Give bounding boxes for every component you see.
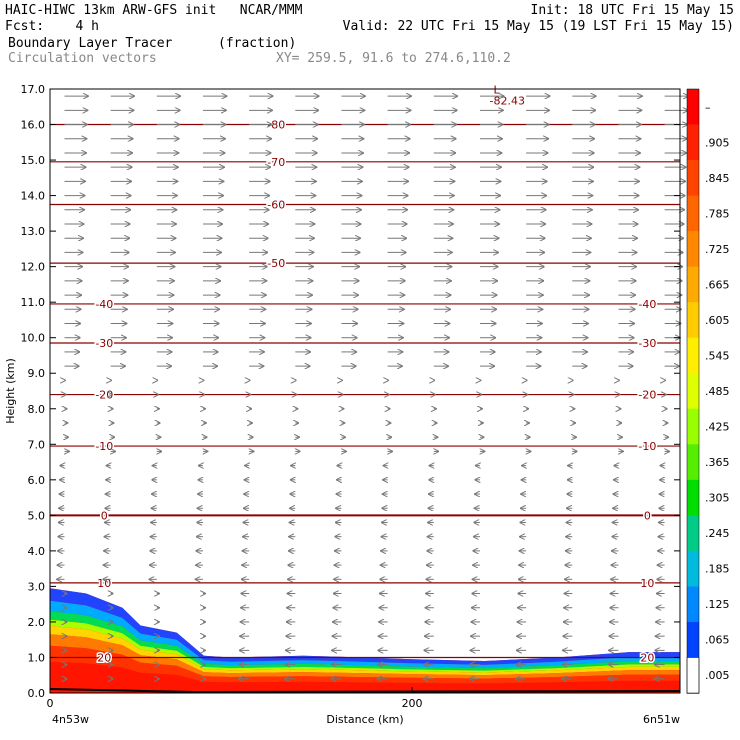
colorbar-label: .425	[705, 421, 730, 434]
y-tick-label: 10.0	[21, 332, 46, 345]
isotherm-label: 20	[640, 651, 654, 664]
y-tick-label: 14.0	[21, 190, 46, 203]
colorbar-label: .905	[705, 136, 730, 149]
colorbar-label: .245	[705, 527, 730, 540]
colorbar-label: .065	[705, 634, 730, 647]
isotherm-lines: -80-70-60-50-40 -40-30 -30-20 -20-10 -100 010…	[50, 84, 680, 666]
colorbar-label: .545	[705, 349, 730, 362]
isotherm-label: 20	[97, 651, 111, 664]
isotherm-label: -10	[638, 440, 656, 453]
y-tick-label: 4.0	[28, 545, 46, 558]
colorbar-swatch	[687, 266, 699, 303]
colorbar-swatch	[687, 337, 699, 374]
y-tick-label: 1.0	[28, 651, 46, 664]
x-axis-label: Distance (km)	[326, 713, 403, 726]
plot-frame	[49, 88, 681, 694]
colorbar-swatch	[687, 550, 699, 587]
colorbar-swatch	[687, 124, 699, 161]
isotherm-label: 0	[101, 509, 108, 522]
colorbar-frame	[686, 88, 700, 694]
header-valid-time: Valid: 22 UTC Fri 15 May 15 (19 LST Fri …	[342, 19, 734, 34]
field-name: Boundary Layer Tracer	[8, 36, 173, 51]
colorbar-label: .785	[705, 207, 730, 220]
y-tick-label: 15.0	[21, 154, 46, 167]
y-tick-label: 5.0	[28, 509, 46, 522]
x-start-label: 4n53w	[52, 713, 89, 726]
x-tick-label: 200	[402, 697, 423, 710]
low-marker-symbol: L	[494, 84, 501, 97]
tracer-field	[49, 588, 681, 694]
colorbar-label: .845	[705, 172, 730, 185]
colorbar-label: .305	[705, 492, 730, 505]
colorbar-swatch	[687, 515, 699, 552]
colorbar-swatch	[687, 621, 699, 658]
y-tick-label: 12.0	[21, 261, 46, 274]
isotherm-label: -40	[638, 298, 656, 311]
isotherm-label: -60	[267, 198, 285, 211]
isotherm-label: -80	[267, 119, 285, 132]
colorbar-label: .125	[705, 598, 730, 611]
tracer-band	[50, 645, 680, 684]
cross-section-coords: XY= 259.5, 91.6 to 274.6,110.2	[276, 51, 511, 66]
y-tick-label: 6.0	[28, 474, 46, 487]
colorbar: – .905 .845 .785 .725 .665 .605 .545 .485 .425 .36…	[686, 88, 730, 694]
isotherm-label: 10	[640, 577, 654, 590]
colorbar-label: .605	[705, 314, 730, 327]
colorbar-label: .665	[705, 278, 730, 291]
colorbar-swatch	[687, 479, 699, 516]
y-tick-label: 2.0	[28, 616, 46, 629]
header-title: HAIC-HIWC 13km ARW-GFS init NCAR/MMM	[5, 3, 303, 18]
colorbar-label: .725	[705, 243, 730, 256]
y-tick-label: 13.0	[21, 225, 46, 238]
y-tick-label: 3.0	[28, 580, 46, 593]
x-end-label: 6n51w	[643, 713, 680, 726]
y-axis-label: Height (km)	[4, 358, 17, 424]
isotherm-label: -40	[95, 298, 113, 311]
colorbar-swatch	[686, 657, 700, 694]
isotherm-label: -50	[267, 257, 285, 270]
y-tick-label: 0.0	[28, 687, 46, 700]
tracer-band	[50, 625, 680, 676]
colorbar-swatch	[687, 231, 699, 268]
colorbar-swatch	[687, 373, 699, 410]
colorbar-label: .185	[705, 563, 730, 576]
y-tick-label: 17.0	[21, 83, 46, 96]
colorbar-swatch	[687, 89, 699, 126]
isotherm-label: 0	[644, 509, 651, 522]
colorbar-swatch	[687, 408, 699, 445]
colorbar-label: .485	[705, 385, 730, 398]
colorbar-label: .365	[705, 456, 730, 469]
terrain-line	[49, 688, 681, 694]
tracer-band	[50, 619, 680, 673]
colorbar-label: –	[705, 101, 711, 114]
tracer-band	[50, 634, 680, 679]
y-tick-label: 11.0	[21, 296, 46, 309]
header-forecast-hour: Fcst: 4 h	[5, 19, 99, 34]
overlay-name: Circulation vectors	[8, 51, 157, 66]
x-tick-label: 0	[47, 697, 54, 710]
header-init-time: Init: 18 UTC Fri 15 May 15	[530, 3, 735, 18]
colorbar-swatch	[687, 444, 699, 481]
circulation-vectors	[57, 96, 688, 679]
y-tick-label: 8.0	[28, 403, 46, 416]
plot-axes: 0.0 1.0 2.0 3.0 4.0 5.0 6.0 7.0 8.0 9.0 10.0 11.0 12…	[4, 83, 681, 726]
colorbar-swatch	[687, 195, 699, 232]
y-tick-label: 16.0	[21, 119, 46, 132]
isotherm-label: -30	[638, 337, 656, 350]
y-tick-label: 9.0	[28, 367, 46, 380]
colorbar-swatch	[687, 302, 699, 339]
colorbar-label: .005	[705, 669, 730, 682]
isotherm-label: -20	[638, 389, 656, 402]
colorbar-swatch	[687, 586, 699, 623]
isotherm-label: -30	[95, 337, 113, 350]
field-units: (fraction)	[218, 36, 297, 51]
isotherm-label: -20	[95, 389, 113, 402]
isotherm-label: -10	[95, 440, 113, 453]
colorbar-swatch	[687, 160, 699, 197]
tracer-band	[50, 600, 680, 669]
y-tick-label: 7.0	[28, 438, 46, 451]
low-marker-value: -82.43	[490, 95, 525, 108]
